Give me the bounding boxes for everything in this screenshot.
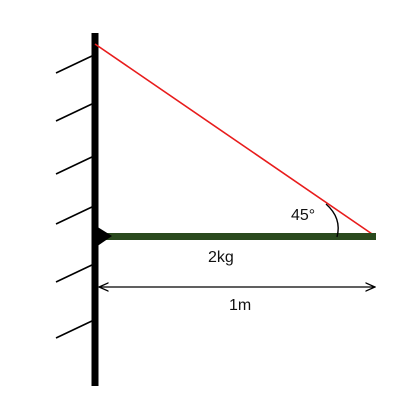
hinge-bracket — [96, 226, 112, 247]
hatch-mark — [55, 205, 95, 225]
hatch-mark — [55, 263, 95, 283]
hatch-mark — [55, 54, 95, 74]
hatch-mark — [55, 102, 95, 122]
cable — [94, 43, 376, 237]
wall-hatching — [55, 54, 95, 339]
beam — [96, 233, 376, 240]
hatch-mark — [55, 155, 95, 175]
mass-label: 2kg — [208, 249, 234, 266]
angle-arc — [325, 203, 339, 238]
length-label: 1m — [229, 297, 251, 314]
angle-label: 45° — [291, 207, 315, 224]
hatch-mark — [55, 319, 95, 339]
